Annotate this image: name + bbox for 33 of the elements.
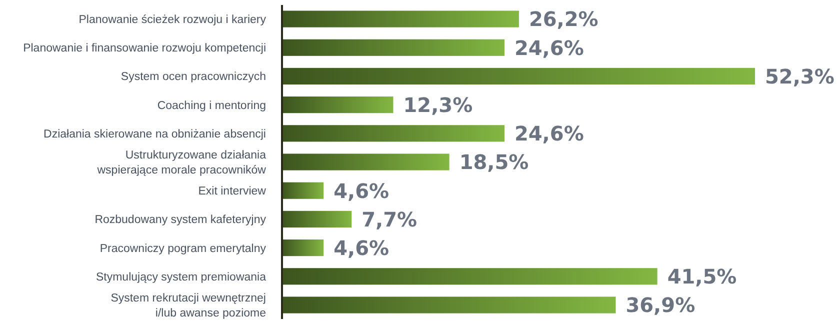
data-label: 41,5% [667, 264, 737, 289]
bar [282, 182, 324, 199]
y-tick-label: Działania skierowane na obniżanie absencji [44, 128, 266, 140]
y-tick-label: System ocen pracowniczych [120, 71, 266, 84]
bar [282, 39, 504, 56]
bar [282, 68, 755, 84]
data-label: 4,6% [334, 178, 390, 203]
y-tick-label: System rekrutacji wewnętrznej i/lub awanse poziome [110, 292, 266, 320]
y-tick-label: Planowanie i finansowanie rozwoju kompetencji [23, 42, 266, 55]
y-tick-label: Ustrukturyzowane działania wspierające morale pracowników [96, 150, 267, 177]
data-label: 36,9% [626, 293, 696, 318]
data-label: 4,6% [334, 236, 390, 260]
data-label: 7,7% [362, 207, 418, 232]
y-tick-label: Planowanie ścieżek rozwoju i kariery [78, 14, 266, 26]
bar [282, 154, 450, 170]
data-label: 12,3% [403, 93, 473, 118]
y-tick-label: Exit interview [198, 186, 267, 198]
data-label: 26,2% [528, 7, 598, 32]
y-tick-label: Stymulujący system premiowania [96, 271, 267, 284]
y-tick-label: Rozbudowany system kafeteryjny [94, 214, 266, 226]
data-label: 52,3% [765, 64, 834, 88]
y-tick-label: Pracowniczy pogram emerytalny [100, 242, 266, 255]
bar [282, 240, 324, 256]
bar [282, 296, 616, 314]
y-tick-label: Coaching i mentoring [157, 100, 266, 112]
bar [282, 268, 658, 285]
bar [282, 210, 352, 228]
bar [282, 96, 394, 114]
bar [282, 125, 504, 142]
data-label: 18,5% [459, 150, 529, 174]
data-label: 24,6% [514, 36, 584, 60]
bar [282, 10, 519, 28]
data-label: 24,6% [514, 122, 584, 146]
